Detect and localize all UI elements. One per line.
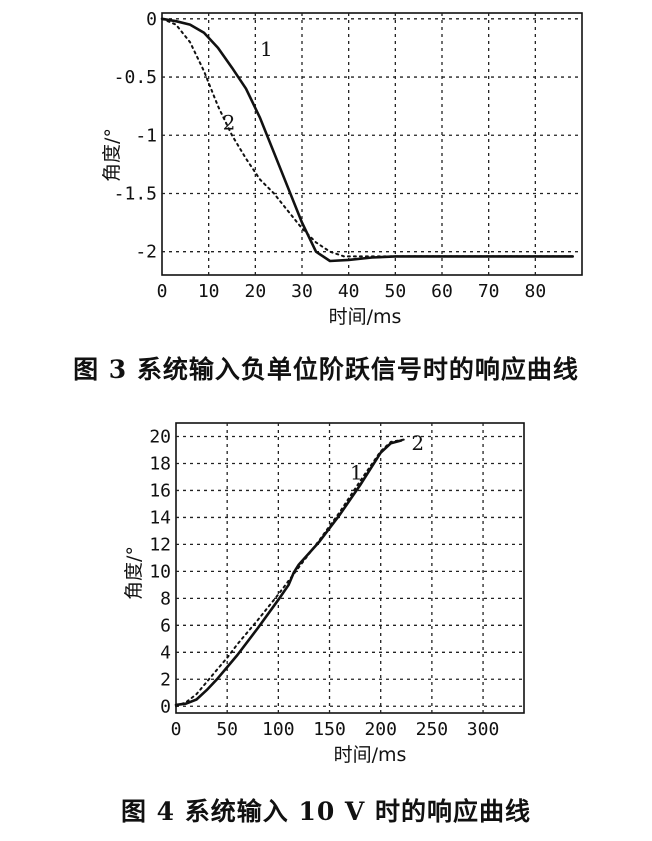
y-tick-label: 6 (160, 615, 171, 636)
figure-3: 0 10 20 30 40 50 60 70 80 0 -0.5 -1 -1.5 -2 1 2 时间/ms 角度/… (0, 0, 652, 345)
y-tick-label: 0 (146, 9, 157, 30)
curve-label: 2 (223, 110, 236, 134)
series-line-2 (161, 17, 574, 258)
y-tick-label: -2 (135, 242, 157, 263)
y-tick-label: -1.5 (114, 183, 157, 204)
y-tick-label: 4 (160, 642, 171, 663)
chart-3-svg: 0 10 20 30 40 50 60 70 80 0 -0.5 -1 -1.5 -2 1 2 时间/ms 角度/… (101, 9, 583, 328)
y-tick-label: 14 (149, 507, 171, 528)
series-line-1 (174, 439, 403, 707)
plot-frame (175, 422, 525, 714)
y-tick-label: 0 (160, 696, 171, 717)
y-tick-label: -0.5 (114, 67, 157, 88)
y-axis-label: 角度/° (101, 128, 123, 182)
x-tick-label: 300 (467, 719, 500, 740)
x-tick-label: 10 (198, 281, 220, 302)
x-tick-label: 80 (524, 281, 546, 302)
x-tick-label: 50 (384, 281, 406, 302)
x-tick-label: 40 (338, 281, 360, 302)
y-tick-label: 10 (149, 561, 171, 582)
y-tick-label: 16 (149, 480, 171, 501)
curve-label: 1 (350, 461, 363, 485)
curve-label: 2 (411, 431, 424, 455)
y-tick-label: 2 (160, 669, 171, 690)
x-tick-label: 0 (157, 281, 168, 302)
series-line-1 (160, 17, 574, 263)
x-tick-label: 30 (291, 281, 313, 302)
x-tick-label: 50 (216, 719, 238, 740)
x-tick-label: 20 (244, 281, 266, 302)
x-tick-label: 250 (416, 719, 449, 740)
x-tick-label: 150 (313, 719, 346, 740)
y-tick-label: -1 (135, 125, 157, 146)
figure-4: 0 50 100 150 200 250 300 0 2 4 6 8 10 12 14 16 18 20 1 2 时间/… (0, 415, 652, 785)
x-axis-label: 时间/ms (329, 306, 402, 328)
x-tick-label: 200 (364, 719, 397, 740)
chart-4-svg: 0 50 100 150 200 250 3000246810121416182012时间/… (123, 422, 525, 766)
curve-label: 1 (260, 37, 273, 61)
series-line-2 (175, 438, 408, 708)
x-axis-label: 时间/ms (334, 744, 407, 766)
y-tick-label: 20 (149, 426, 171, 447)
y-tick-label: 18 (149, 453, 171, 474)
x-tick-label: 70 (478, 281, 500, 302)
y-tick-label: 12 (149, 534, 171, 555)
figure-4-caption: 图 4 系统输入 10 V 时的响应曲线 (120, 797, 532, 826)
figure-3-caption: 图 3 系统输入负单位阶跃信号时的响应曲线 (73, 355, 579, 384)
x-tick-label: 60 (431, 281, 453, 302)
x-tick-label: 0 (171, 719, 182, 740)
plot-frame (161, 12, 583, 276)
y-axis-label: 角度/° (123, 546, 145, 600)
y-tick-label: 8 (160, 588, 171, 609)
x-tick-label: 100 (262, 719, 295, 740)
